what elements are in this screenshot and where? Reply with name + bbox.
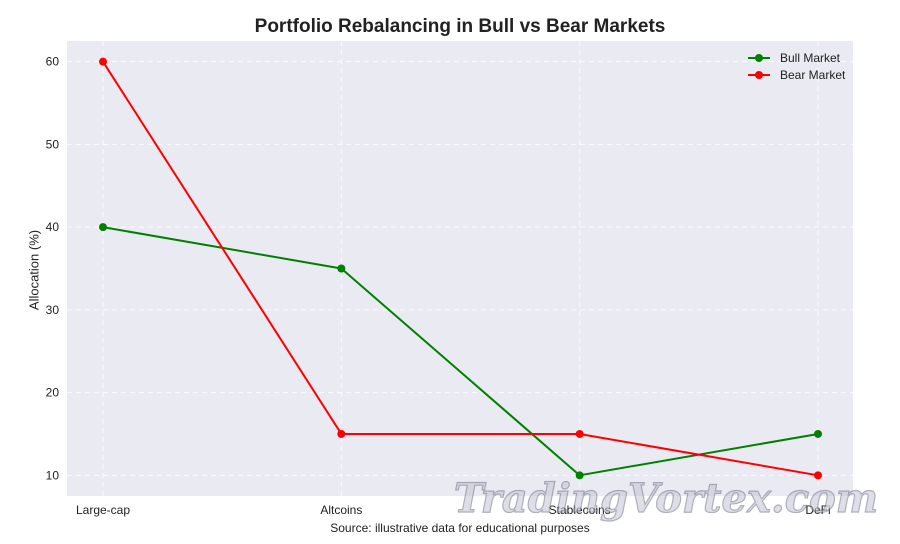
x-tick-label: Stablecoins <box>549 503 611 517</box>
y-tick-label: 10 <box>46 468 60 482</box>
chart-source: Source: illustrative data for educationa… <box>330 521 590 535</box>
chart-title: Portfolio Rebalancing in Bull vs Bear Ma… <box>254 16 666 37</box>
series-lines <box>99 57 822 480</box>
data-point <box>814 471 822 480</box>
legend: Bull Market Bear Market <box>748 51 846 82</box>
data-point <box>337 429 346 438</box>
y-tick-label: 60 <box>46 55 60 69</box>
x-tick-label: DeFi <box>805 503 830 517</box>
legend-swatch-marker <box>755 71 763 79</box>
watermark-text: TradingVortex.com <box>454 475 878 522</box>
legend-swatch-marker <box>755 54 763 62</box>
x-tick-labels: Large-cap Altcoins Stablecoins DeFi <box>76 503 831 517</box>
data-point <box>575 471 584 480</box>
data-point <box>814 429 822 438</box>
data-point <box>99 223 107 232</box>
y-tick-label: 50 <box>46 137 60 151</box>
plot-area <box>67 41 853 496</box>
y-tick-label: 20 <box>46 386 60 400</box>
data-point <box>99 57 107 66</box>
legend-label: Bear Market <box>780 68 846 82</box>
y-tick-label: 40 <box>46 220 60 234</box>
y-tick-label: 30 <box>46 303 60 317</box>
data-point <box>337 264 346 273</box>
watermark-logo: TradingVortex.com <box>453 474 878 522</box>
x-tick-label: Altcoins <box>320 503 362 517</box>
x-tick-label: Large-cap <box>76 503 130 517</box>
legend-label: Bull Market <box>780 51 841 65</box>
y-tick-labels: 10 20 30 40 50 60 <box>46 55 60 483</box>
series-line <box>102 61 819 477</box>
data-point <box>575 429 584 438</box>
